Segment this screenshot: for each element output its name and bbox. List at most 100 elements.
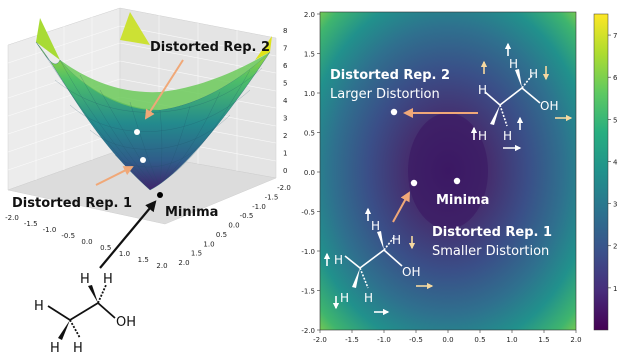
z-tick-label: 6 [283, 62, 288, 70]
surface-arrow-rep2 [144, 59, 184, 120]
heatmap-y-tick-label: 1.0 [304, 90, 315, 98]
heatmap-y-tick-label: -2.0 [301, 327, 315, 335]
floor-pane [7, 149, 277, 225]
svg-text:H: H [340, 291, 349, 305]
molecule-ethanol: H H H H H OH [34, 272, 136, 354]
surface-label-rep1: Distorted Rep. 1 [12, 196, 132, 211]
heatmap-y-tick-label: -1.0 [301, 248, 315, 256]
svg-text:H: H [509, 57, 518, 71]
heatmap-x-tick-label: 0.5 [474, 336, 485, 344]
x-tick-label: -2.0 [5, 214, 19, 222]
svg-text:H: H [34, 299, 44, 314]
svg-text:H: H [103, 272, 113, 287]
y-tick-label: 1.5 [191, 250, 202, 258]
z-axis-ticks: 0 1 2 3 4 5 6 7 8 [283, 27, 288, 175]
surface-point-rep2 [134, 129, 140, 135]
x-tick-label: -1.0 [43, 226, 57, 234]
x-axis-ticks: -2.0 -1.5 -1.0 -0.5 0.0 0.5 1.0 1.5 2.0 [5, 214, 167, 270]
svg-text:H: H [371, 219, 380, 233]
svg-text:H: H [503, 129, 512, 143]
heatmap-x-tick-label: -1.5 [345, 336, 359, 344]
y-tick-label: -1.5 [265, 193, 279, 201]
heatmap-arrow-rep1 [392, 191, 410, 223]
z-tick-label: 3 [283, 115, 287, 123]
heatmap-label-rep2: Distorted Rep. 2 [330, 68, 450, 83]
z-tick-label: 0 [283, 167, 287, 175]
svg-text:OH: OH [402, 265, 420, 279]
y-tick-label: -0.5 [240, 212, 254, 220]
svg-text:H: H [529, 67, 538, 81]
x-tick-label: -1.5 [24, 220, 38, 228]
colorbar-tick-label: 6 [613, 74, 618, 82]
colorbar: 1 2 3 4 5 6 7 [593, 13, 618, 331]
svg-text:OH: OH [116, 315, 136, 330]
heatmap-molecule-rep2: H H H H H OH [470, 42, 573, 152]
y-tick-label: 1.0 [203, 240, 214, 248]
heatmap-y-tick-label: 0.5 [304, 130, 315, 138]
heatmap-sublabel-rep1: Smaller Distortion [432, 244, 549, 259]
x-tick-label: 1.5 [138, 256, 149, 264]
x-tick-label: 0.0 [81, 238, 92, 246]
heatmap-y-ticks: 2.0 1.5 1.0 0.5 0.0 -0.5 -1.0 -1.5 -2.0 [301, 11, 320, 335]
svg-text:H: H [364, 291, 373, 305]
surface-back-lip [60, 52, 270, 111]
heatmap-x-tick-label: -2.0 [313, 336, 327, 344]
molecule-arrow [99, 200, 157, 269]
x-tick-label: -0.5 [61, 232, 75, 240]
heatmap-x-ticks: -2.0 -1.5 -1.0 -0.5 0.0 0.5 1.0 1.5 2.0 [313, 330, 582, 344]
y-tick-label: 0.0 [228, 222, 239, 230]
heatmap-x-tick-label: 1.0 [506, 336, 517, 344]
heatmap-label-rep1: Distorted Rep. 1 [432, 225, 552, 240]
surface-peak-left [36, 18, 60, 60]
heatmap-x-tick-label: -1.0 [377, 336, 391, 344]
heatmap-x-tick-label: 2.0 [570, 336, 581, 344]
svg-text:H: H [50, 341, 60, 354]
heatmap-point-minima [453, 177, 461, 185]
z-tick-label: 5 [283, 80, 287, 88]
svg-text:H: H [334, 253, 343, 267]
y-axis-ticks: -2.0-1.5 -1.0-0.50.00.51.01.52.0 [178, 184, 290, 267]
surface-point-rep1 [140, 157, 146, 163]
colorbar-tick-label: 4 [613, 158, 618, 166]
x-tick-label: 2.0 [156, 262, 167, 270]
svg-text:H: H [73, 341, 83, 354]
heatmap-y-tick-label: 0.0 [304, 169, 315, 177]
heatmap-y-tick-label: 1.5 [304, 51, 315, 59]
y-tick-label: 0.5 [216, 231, 227, 239]
svg-text:OH: OH [540, 99, 558, 113]
surface-peak-right [255, 36, 272, 60]
heatmap-sublabel-rep2: Larger Distortion [330, 87, 440, 102]
colorbar-tick-label: 2 [613, 243, 617, 251]
x-tick-label: 1.0 [119, 250, 130, 258]
heatmap-y-tick-label: 2.0 [304, 11, 315, 19]
surface-point-minima [157, 192, 163, 198]
z-tick-label: 8 [283, 27, 287, 35]
colorbar-tick-label: 7 [613, 32, 617, 40]
heatmap-x-tick-label: -0.5 [409, 336, 423, 344]
colorbar-tick-label: 5 [613, 116, 617, 124]
svg-text:H: H [392, 233, 401, 247]
heatmap-point-rep2 [390, 108, 398, 116]
svg-text:H: H [478, 83, 487, 97]
z-tick-label: 2 [283, 132, 287, 140]
y-tick-label: -2.0 [277, 184, 291, 192]
colorbar-tick-label: 3 [613, 201, 617, 209]
heatmap-y-tick-label: -1.5 [301, 288, 315, 296]
heatmap-label-minima: Minima [436, 193, 489, 208]
colorbar-tick-label: 1 [613, 285, 617, 293]
colorbar-ticks: 1 2 3 4 5 6 7 [608, 32, 618, 293]
svg-text:H: H [478, 129, 487, 143]
heatmap-point-rep1 [410, 179, 418, 187]
surface-arrow-rep1 [95, 166, 134, 186]
heatmap-molecule-rep1: H H H H H OH [323, 207, 434, 316]
z-tick-label: 1 [283, 150, 287, 158]
surface-peak-back [120, 12, 150, 45]
heatmap-x-tick-label: 0.0 [442, 336, 453, 344]
z-tick-label: 7 [283, 45, 287, 53]
y-tick-label: -1.0 [252, 203, 266, 211]
y-tick-label: 2.0 [178, 259, 189, 267]
surface-label-minima: Minima [165, 205, 218, 220]
heatmap-x-tick-label: 1.5 [538, 336, 549, 344]
